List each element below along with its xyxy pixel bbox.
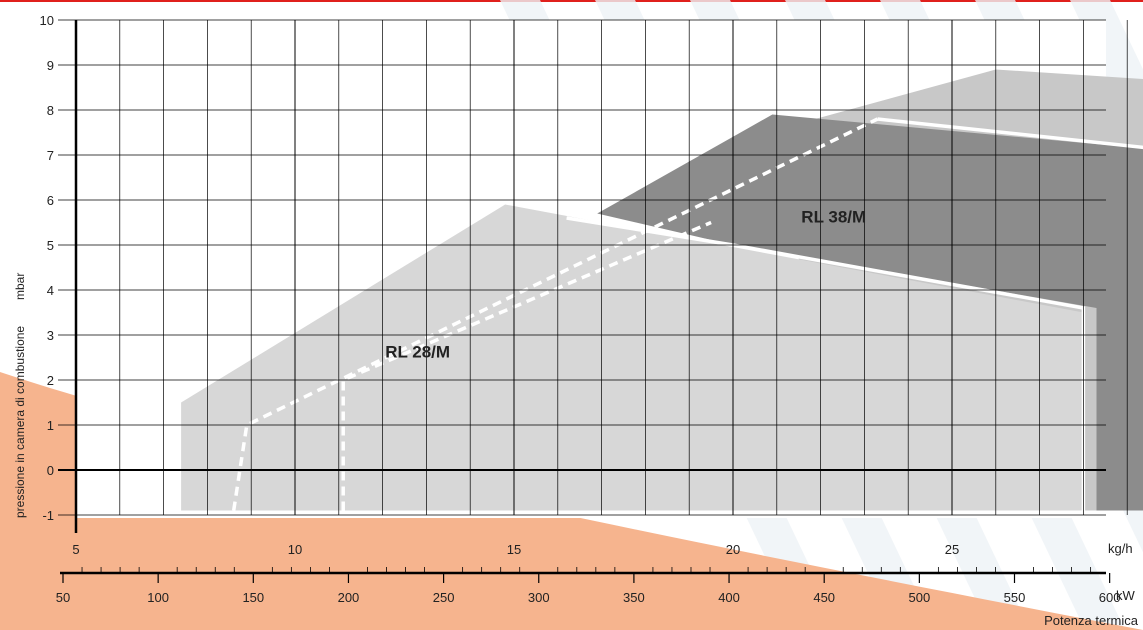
axes: -101234567891051015202530354045505010015… bbox=[40, 13, 1121, 605]
solid-boundary-line bbox=[877, 117, 1143, 150]
y-tick-label: -1 bbox=[42, 508, 54, 523]
region-labels: RL 28/MRL 38/MRL 50/M bbox=[385, 208, 866, 362]
area-rl-38-m bbox=[597, 114, 1143, 511]
x-tick-label-kw: 200 bbox=[338, 590, 360, 605]
y-tick-label: 8 bbox=[47, 103, 54, 118]
x-tick-label-kgh: 25 bbox=[945, 542, 959, 557]
y-tick-label: 2 bbox=[47, 373, 54, 388]
x-tick-label-kw: 400 bbox=[718, 590, 740, 605]
y-tick-label: 5 bbox=[47, 238, 54, 253]
region-label-rl-38-m: RL 38/M bbox=[801, 208, 866, 227]
y-tick-label: 10 bbox=[40, 13, 54, 28]
x-tick-label-kgh: 20 bbox=[726, 542, 740, 557]
dashed-boundary-line bbox=[341, 220, 712, 511]
x-tick-label-kw: 250 bbox=[433, 590, 455, 605]
x-tick-label-kw: 350 bbox=[623, 590, 645, 605]
y-tick-label: 7 bbox=[47, 148, 54, 163]
x-axis-unit-kw: kW bbox=[1116, 588, 1136, 603]
y-tick-label: 3 bbox=[47, 328, 54, 343]
y-tick-label: 9 bbox=[47, 58, 54, 73]
x-tick-label-kw: 500 bbox=[908, 590, 930, 605]
x-tick-label-kw: 600 bbox=[1099, 590, 1121, 605]
y-tick-label: 4 bbox=[47, 283, 54, 298]
top-red-line bbox=[0, 0, 1143, 2]
x-axis-unit-kgh: kg/h bbox=[1108, 541, 1133, 556]
region-label-rl-28-m: RL 28/M bbox=[385, 343, 450, 362]
x-tick-label-kw: 150 bbox=[242, 590, 264, 605]
y-tick-label: 0 bbox=[47, 463, 54, 478]
x-tick-label-kw: 450 bbox=[813, 590, 835, 605]
x-tick-label-kgh: 10 bbox=[288, 542, 302, 557]
y-tick-label: 1 bbox=[47, 418, 54, 433]
x-tick-label-kw: 100 bbox=[147, 590, 169, 605]
x-tick-label-kw: 50 bbox=[56, 590, 70, 605]
x-tick-label-kw: 300 bbox=[528, 590, 550, 605]
x-tick-label-kgh: 15 bbox=[507, 542, 521, 557]
x-tick-label-kgh: 5 bbox=[72, 542, 79, 557]
y-tick-label: 6 bbox=[47, 193, 54, 208]
y-axis-title: pressione in camera di combustione bbox=[13, 326, 27, 518]
x-axis-secondary-title: Potenza termica bbox=[1044, 613, 1139, 628]
area-rl-28-m bbox=[181, 204, 1084, 511]
x-tick-label-kw: 550 bbox=[1004, 590, 1026, 605]
y-axis-unit: mbar bbox=[13, 273, 27, 300]
orange-swoosh bbox=[0, 372, 1143, 630]
